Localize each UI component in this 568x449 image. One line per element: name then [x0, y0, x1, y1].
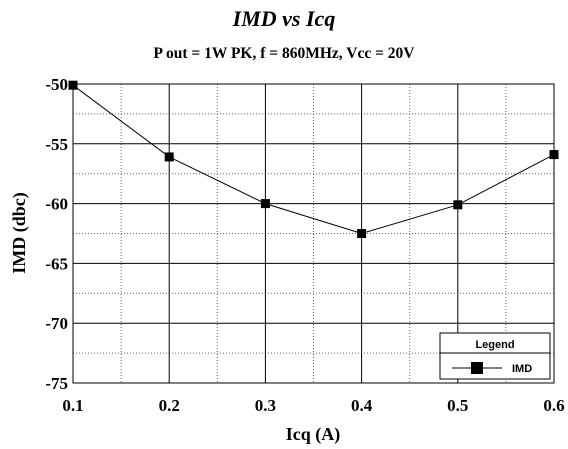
- y-tick-label: -55: [45, 135, 68, 154]
- x-tick-label: 0.6: [543, 396, 564, 415]
- data-point: [164, 152, 174, 162]
- chart-subtitle: P out = 1W PK, f = 860MHz, Vcc = 20V: [154, 45, 416, 62]
- legend-title: Legend: [475, 339, 514, 351]
- y-tick-label: -60: [45, 195, 68, 214]
- x-tick-label: 0.4: [351, 396, 373, 415]
- y-tick-label: -70: [45, 314, 68, 333]
- x-tick-label: 0.5: [447, 396, 468, 415]
- x-axis-label: Icq (A): [286, 424, 341, 445]
- y-tick-label: -65: [45, 254, 68, 273]
- x-tick-label: 0.2: [159, 396, 180, 415]
- legend: Legend IMD: [439, 332, 551, 380]
- legend-entry-imd: IMD: [512, 363, 532, 375]
- y-tick-label: -50: [45, 75, 68, 94]
- data-point: [260, 199, 270, 209]
- data-point: [68, 80, 78, 90]
- data-series: [68, 80, 559, 238]
- tick-labels: 0.1 0.2 0.3 0.4 0.5 0.6 -50 -55 -60 -65 -70 -75: [45, 75, 564, 415]
- data-point: [357, 229, 367, 238]
- y-tick-label: -75: [45, 374, 68, 393]
- chart-title: IMD vs Icq: [232, 6, 336, 31]
- y-axis-label: IMD (dbc): [9, 192, 30, 274]
- data-point: [453, 200, 463, 210]
- x-tick-label: 0.1: [62, 396, 83, 415]
- plot-frame: [72, 83, 555, 384]
- legend-box: [439, 332, 551, 380]
- x-tick-label: 0.3: [255, 396, 276, 415]
- series-line: [72, 84, 555, 235]
- legend-marker-icon: [471, 362, 483, 374]
- data-point: [549, 150, 559, 160]
